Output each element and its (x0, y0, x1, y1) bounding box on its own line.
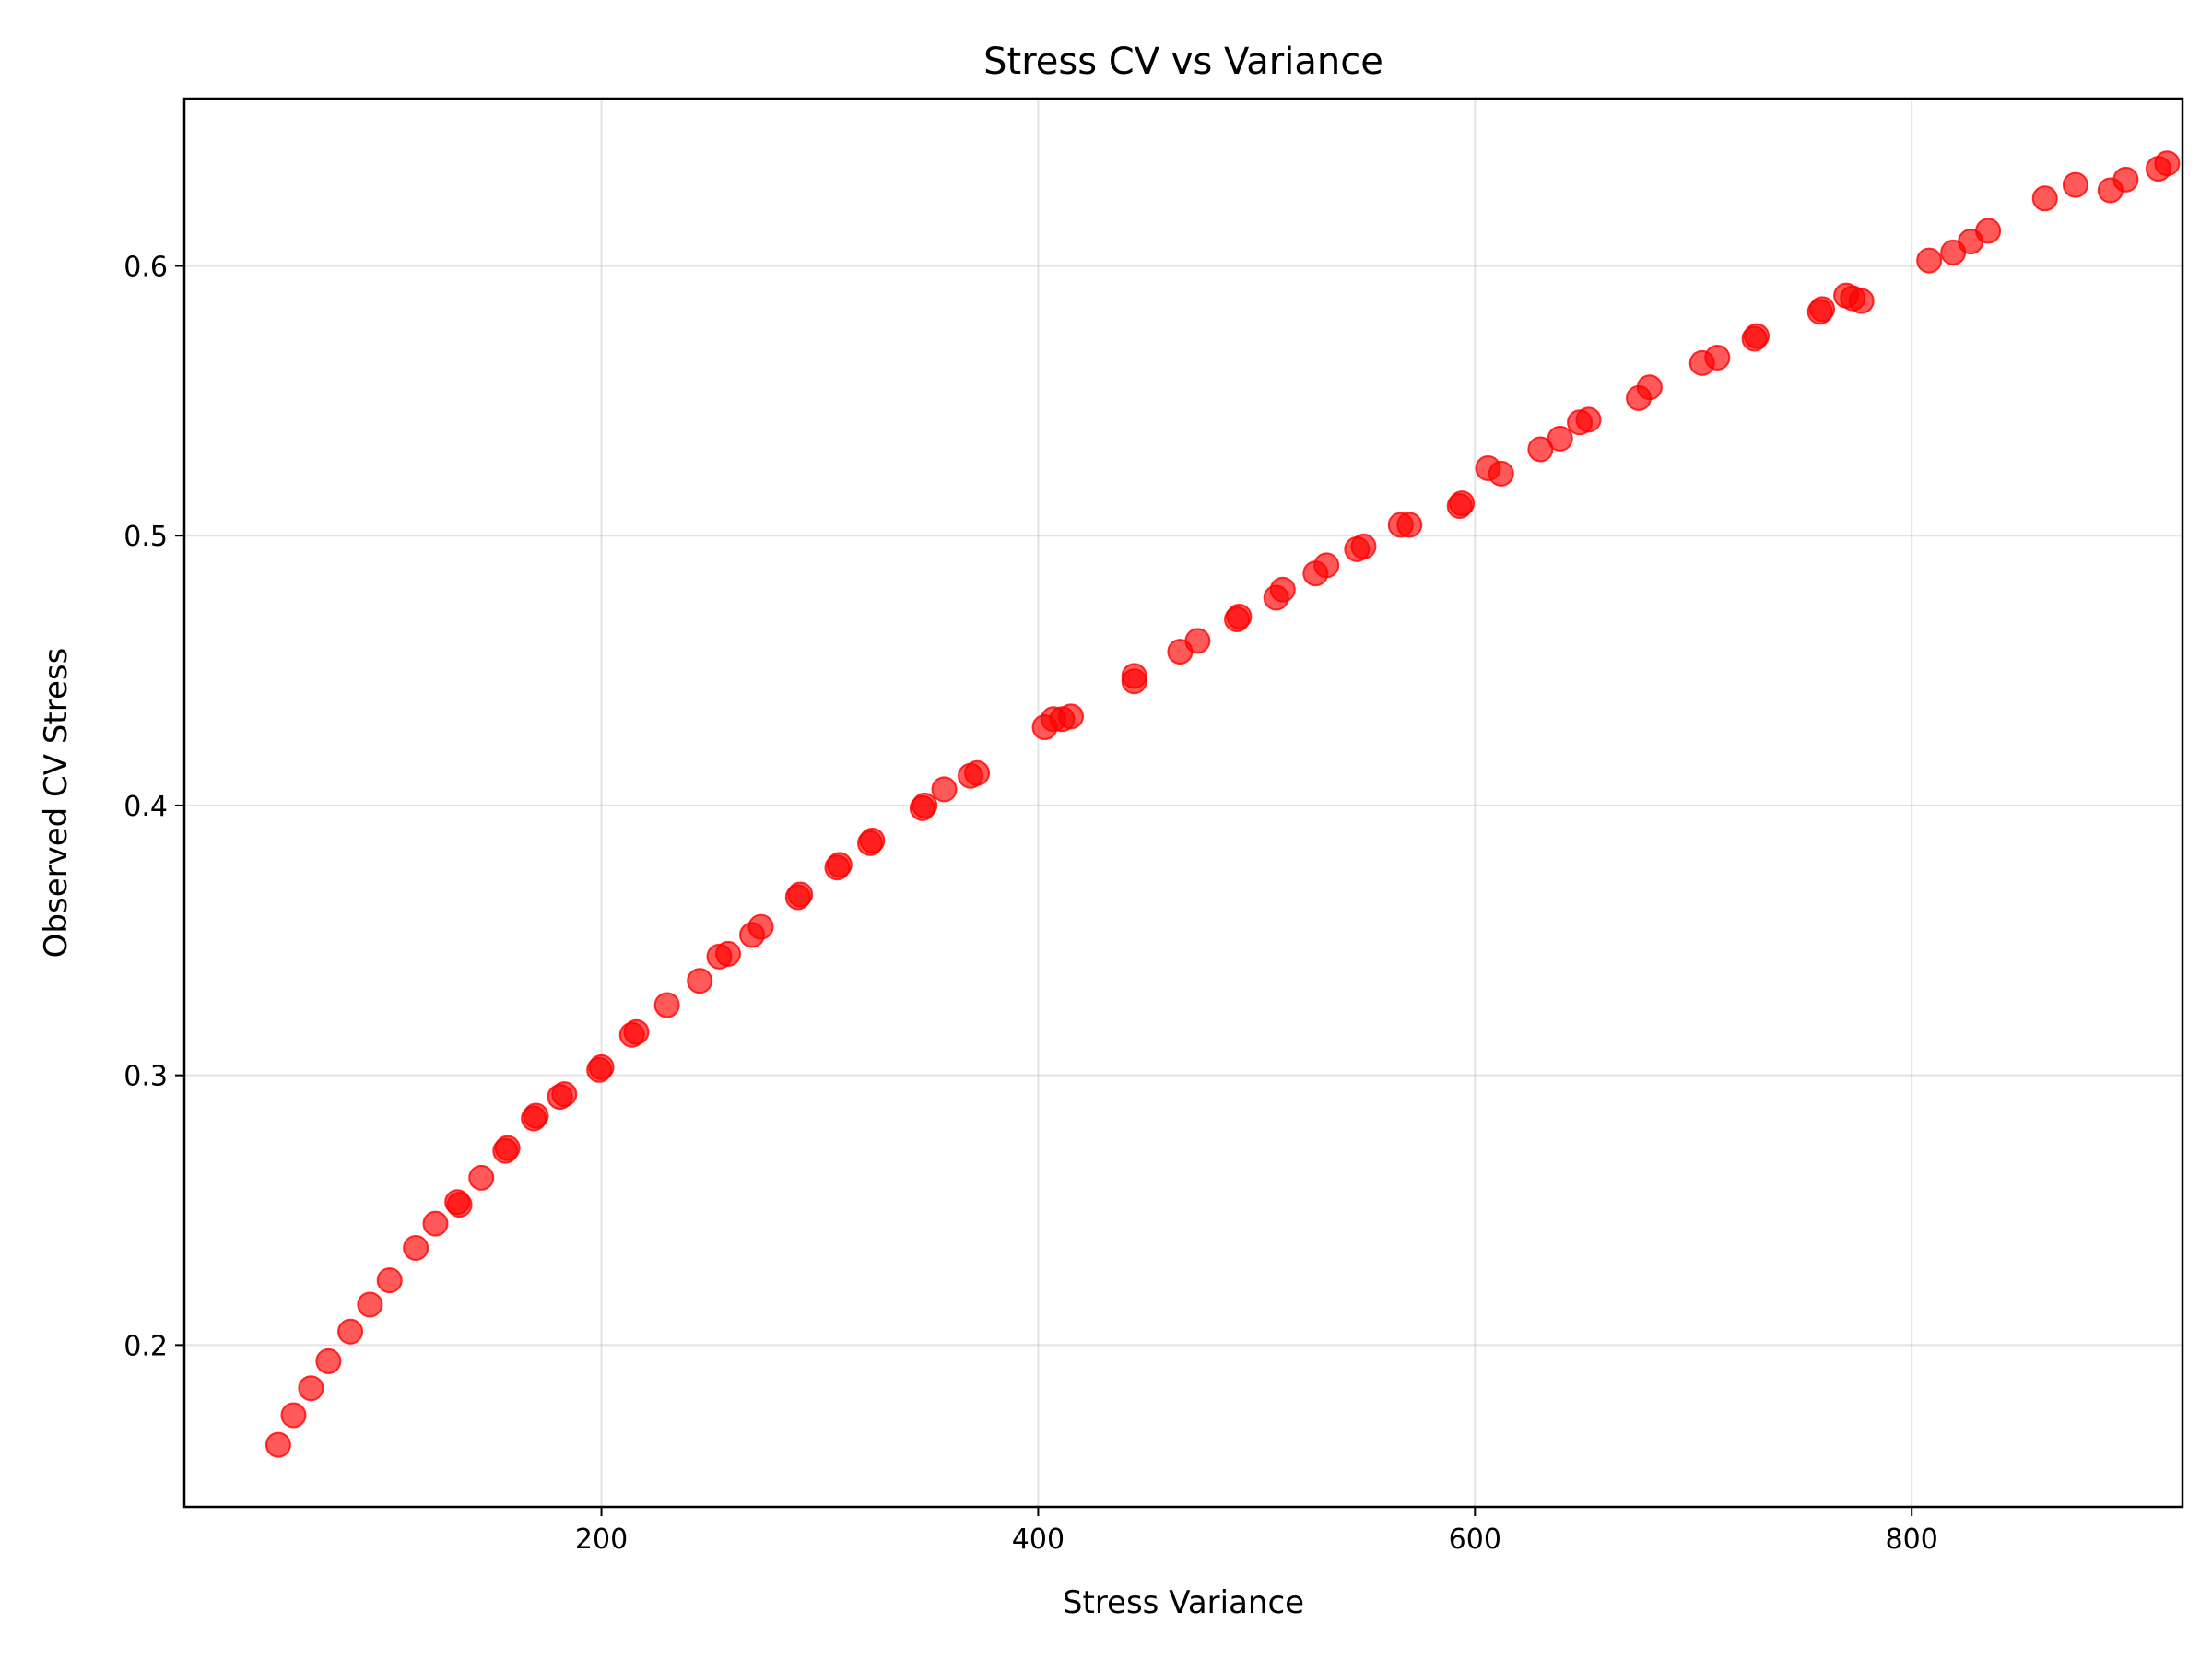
y-tick-label: 0.6 (124, 251, 168, 283)
y-tick-label: 0.3 (124, 1061, 168, 1093)
scatter-point (376, 1267, 403, 1294)
scatter-point (859, 827, 886, 853)
scatter-point (265, 1431, 291, 1458)
scatter-point (1575, 406, 1602, 433)
scatter-point (1269, 576, 1296, 603)
scatter-point (714, 940, 741, 967)
x-tick-label: 200 (575, 1524, 628, 1556)
scatter-point (1313, 552, 1340, 579)
grid (184, 99, 2183, 1507)
scatter-point (1636, 374, 1663, 401)
scatter-point (1527, 436, 1554, 463)
scatter-point (1809, 296, 1836, 323)
scatter-point (280, 1402, 307, 1429)
scatter-point (1547, 425, 1573, 452)
scatter-point (1704, 345, 1731, 371)
scatter-point (747, 913, 774, 940)
scatter-point (337, 1318, 364, 1345)
scatter-point (826, 852, 853, 878)
scatter-point (2062, 171, 2088, 198)
y-tick-label: 0.4 (124, 791, 168, 823)
scatter-point (422, 1210, 449, 1237)
scatter-point (1449, 490, 1476, 517)
y-axis-label: Observed CV Stress (38, 648, 75, 959)
y-axis-ticks: 0.2 0.3 0.4 0.5 0.6 (124, 251, 184, 1362)
scatter-point (931, 776, 958, 803)
y-tick-label: 0.5 (124, 521, 168, 553)
scatter-point (551, 1081, 578, 1108)
scatter-point (588, 1053, 615, 1080)
scatter-point (1226, 604, 1253, 630)
scatter-point (403, 1234, 429, 1261)
scatter-point (2154, 150, 2181, 177)
scatter-point (964, 759, 991, 786)
scatter-point (494, 1135, 521, 1161)
scatter-point (298, 1375, 324, 1402)
scatter-point (1184, 628, 1211, 654)
scatter-point (1121, 663, 1147, 689)
x-tick-label: 400 (1012, 1524, 1065, 1556)
scatter-point (912, 792, 938, 818)
x-tick-label: 600 (1449, 1524, 1501, 1556)
scatter-point (1350, 533, 1377, 559)
scatter-point (446, 1192, 473, 1218)
scatter-point (2031, 185, 2058, 212)
scatter-point (357, 1291, 383, 1318)
scatter-point (1916, 247, 1943, 274)
plot-frame (182, 97, 2184, 1509)
x-tick-label: 800 (1886, 1524, 1938, 1556)
scatter-point (1057, 703, 1084, 730)
y-tick-label: 0.2 (124, 1330, 168, 1362)
scatter-point (1488, 460, 1514, 487)
scatter-point (2112, 166, 2139, 193)
scatter-point (468, 1164, 495, 1191)
x-axis-ticks: 200 400 600 800 (575, 1507, 1938, 1556)
scatter-point (653, 992, 680, 1018)
scatter-point (1848, 288, 1875, 314)
scatter-points (265, 150, 2181, 1458)
scatter-point (315, 1347, 342, 1374)
scatter-point (1396, 512, 1423, 538)
scatter-point (687, 968, 713, 994)
scatter-point (1743, 323, 1770, 349)
chart-title: Stress CV vs Variance (983, 41, 1383, 83)
scatter-point (787, 881, 814, 908)
scatter-point (523, 1102, 549, 1129)
scatter-point (623, 1018, 650, 1045)
scatter-point (1975, 218, 2002, 244)
x-axis-label: Stress Variance (1063, 1584, 1304, 1621)
